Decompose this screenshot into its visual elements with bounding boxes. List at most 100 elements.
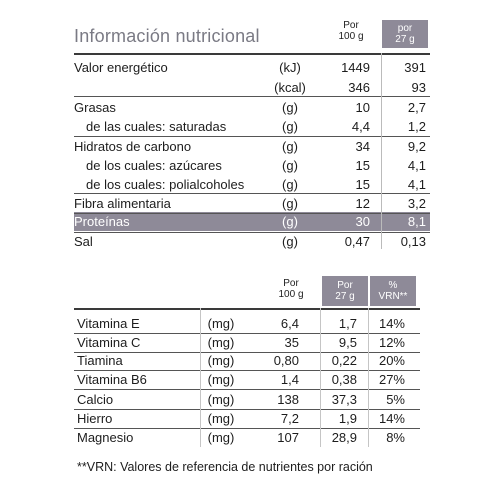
nutrient-unit: (g)	[282, 100, 298, 115]
vitamin-label: Hierro	[77, 411, 113, 426]
vitamin-row: Hierro (mg) 7,2 1,9 14%	[77, 409, 417, 429]
value-per-100g: 15	[355, 158, 370, 173]
value-vrn: 27%	[378, 372, 405, 387]
nutrient-label: Proteínas	[74, 214, 130, 229]
row-divider	[74, 409, 420, 410]
value-per-100g: 1,4	[280, 372, 299, 387]
value-per-100g: 0,47	[344, 234, 370, 249]
value-per-27g: 3,2	[407, 196, 426, 211]
row-divider	[74, 389, 420, 390]
nutrient-unit: (g)	[282, 139, 298, 154]
header2-vrn: % VRN**	[370, 276, 416, 306]
nutrient-row: Proteínas (g) 30 8,1	[74, 212, 430, 231]
header-per-27g: por 27 g	[382, 20, 428, 48]
vitamin-row: Calcio (mg) 138 37,3 5%	[77, 390, 417, 410]
value-vrn: 8%	[386, 430, 405, 445]
nutrient-label: de los cuales: azúcares	[86, 158, 222, 173]
value-vrn: 12%	[378, 335, 405, 350]
vitamin-unit: (mg)	[207, 316, 235, 331]
value-per-27g: 4,1	[407, 158, 426, 173]
footnote-vrn: **VRN: Valores de referencia de nutrient…	[77, 460, 373, 474]
value-per-27g: 1,7	[338, 316, 357, 331]
value-vrn: 20%	[378, 353, 405, 368]
nutrient-unit: (g)	[282, 234, 298, 249]
vitamin-row: Tiamina (mg) 0,80 0,22 20%	[77, 351, 417, 371]
value-per-27g: 391	[404, 60, 426, 75]
nutrient-unit: (g)	[282, 214, 298, 229]
row-divider	[74, 96, 430, 97]
nutrient-label: de las cuales: saturadas	[86, 119, 227, 134]
column-divider	[320, 308, 321, 447]
nutrient-label: de los cuales: polialcoholes	[86, 177, 245, 192]
row-divider	[74, 333, 420, 334]
value-per-27g: 9,5	[338, 335, 357, 350]
vitamin-label: Vitamina B6	[77, 372, 147, 387]
row-divider	[74, 136, 430, 137]
vitamin-label: Magnesio	[77, 430, 134, 445]
row-divider	[74, 428, 420, 429]
vitamin-label: Vitamina E	[77, 316, 140, 331]
vitamin-label: Calcio	[77, 392, 114, 407]
header2-per-27g: Por 27 g	[322, 276, 368, 306]
nutrient-unit: (g)	[282, 196, 298, 211]
value-per-100g: 4,4	[351, 119, 370, 134]
value-per-27g: 37,3	[331, 392, 357, 407]
nutrient-unit: (kJ)	[279, 60, 301, 75]
row-divider	[74, 370, 420, 371]
vitamin-row: Vitamina E (mg) 6,4 1,7 14%	[77, 314, 417, 334]
value-per-100g: 1449	[341, 60, 370, 75]
value-per-100g: 15	[355, 177, 370, 192]
vitamin-unit: (mg)	[207, 411, 235, 426]
nutrient-label: Fibra alimentaria	[74, 196, 171, 211]
value-per-100g: 30	[355, 214, 370, 229]
nutrient-unit: (g)	[282, 158, 298, 173]
value-per-27g: 1,2	[407, 119, 426, 134]
header-per-100g: Por 100 g	[338, 20, 364, 42]
value-per-27g: 93	[411, 80, 426, 95]
value-per-100g: 10	[355, 100, 370, 115]
nutrient-row: Fibra alimentaria (g) 12 3,2	[74, 194, 430, 214]
value-per-100g: 138	[277, 392, 299, 407]
nutrition-title: Información nutricional	[74, 26, 260, 46]
vitamin-label: Tiamina	[77, 353, 123, 368]
value-per-100g: 12	[355, 196, 370, 211]
table2-top-rule	[74, 308, 420, 310]
value-vrn: 5%	[386, 392, 405, 407]
column-divider	[200, 308, 201, 447]
vitamin-row: Vitamina C (mg) 35 9,5 12%	[77, 333, 417, 353]
value-per-100g: 34	[355, 139, 370, 154]
value-per-100g: 6,4	[280, 316, 299, 331]
value-vrn: 14%	[378, 411, 405, 426]
nutrient-label: Hidratos de carbono	[74, 139, 192, 154]
value-per-100g: 0,80	[273, 353, 299, 368]
table1-top-rule	[74, 53, 430, 55]
value-per-27g: 9,2	[407, 139, 426, 154]
nutrient-row: (kcal) 346 93	[74, 78, 430, 98]
vitamin-unit: (mg)	[207, 430, 235, 445]
nutrient-row: Sal (g) 0,47 0,13	[74, 232, 430, 252]
value-per-27g: 8,1	[407, 214, 426, 229]
nutrient-unit: (g)	[282, 119, 298, 134]
vitamin-row: Magnesio (mg) 107 28,9 8%	[77, 428, 417, 448]
value-per-100g: 346	[348, 80, 370, 95]
nutrient-unit: (kcal)	[274, 80, 306, 95]
value-per-100g: 107	[277, 430, 299, 445]
nutrient-row: Grasas (g) 10 2,7	[74, 98, 430, 118]
value-vrn: 14%	[378, 316, 405, 331]
vitamin-row: Vitamina B6 (mg) 1,4 0,38 27%	[77, 370, 417, 390]
value-per-27g: 4,1	[407, 177, 426, 192]
value-per-27g: 0,22	[331, 353, 357, 368]
row-divider	[74, 193, 430, 194]
nutrient-row: de los cuales: azúcares (g) 15 4,1	[74, 156, 430, 176]
vitamin-unit: (mg)	[207, 353, 235, 368]
value-per-27g: 0,13	[400, 234, 426, 249]
header2-per-100g: Por 100 g	[278, 278, 304, 300]
nutrient-label: Sal	[74, 234, 93, 249]
vitamin-unit: (mg)	[207, 372, 235, 387]
nutrient-label: Grasas	[74, 100, 116, 115]
value-per-27g: 0,38	[331, 372, 357, 387]
nutrient-label: Valor energético	[74, 60, 168, 75]
value-per-27g: 1,9	[338, 411, 357, 426]
row-divider	[74, 213, 430, 214]
column-divider	[368, 308, 369, 447]
